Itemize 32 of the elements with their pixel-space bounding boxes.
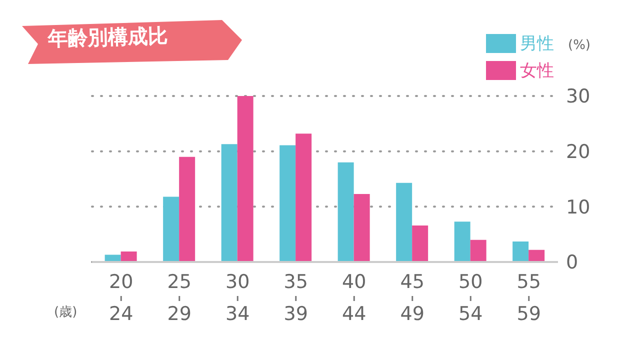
bar xyxy=(470,240,486,262)
legend-label: 男性 xyxy=(520,33,554,55)
bar xyxy=(280,145,296,262)
y-tick-label: 30 xyxy=(566,86,590,108)
bar xyxy=(296,134,312,262)
y-axis-title: (%) xyxy=(568,38,590,53)
bar xyxy=(454,222,470,262)
x-tick-label: 25 29 xyxy=(167,271,192,325)
bar xyxy=(179,156,196,262)
y-tick-label: 0 xyxy=(566,252,578,274)
x-tick-label: 35 39 xyxy=(284,271,308,325)
y-tick-label: 20 xyxy=(566,141,590,164)
x-tick-label: 30 34 xyxy=(226,271,250,325)
chart-title: 年齢別構成比 xyxy=(48,22,168,53)
bar xyxy=(120,251,137,262)
bar xyxy=(237,96,254,262)
bar xyxy=(338,162,354,262)
legend-label: 女性 xyxy=(520,60,554,82)
x-tick-label: 55 59 xyxy=(516,271,541,325)
x-tick-label: 45 49 xyxy=(400,271,424,325)
bar xyxy=(512,242,529,262)
bar xyxy=(412,225,428,262)
x-axis-title: (歳) xyxy=(54,304,78,321)
x-tick-label: 20 24 xyxy=(109,271,134,325)
bar xyxy=(528,250,545,262)
x-tick-label: 50 54 xyxy=(458,271,483,325)
bar xyxy=(354,194,370,262)
bar xyxy=(396,182,412,262)
x-tick-label: 40 44 xyxy=(342,271,366,325)
y-tick-label: 10 xyxy=(566,196,590,218)
bar xyxy=(163,196,180,262)
bar xyxy=(221,144,238,262)
